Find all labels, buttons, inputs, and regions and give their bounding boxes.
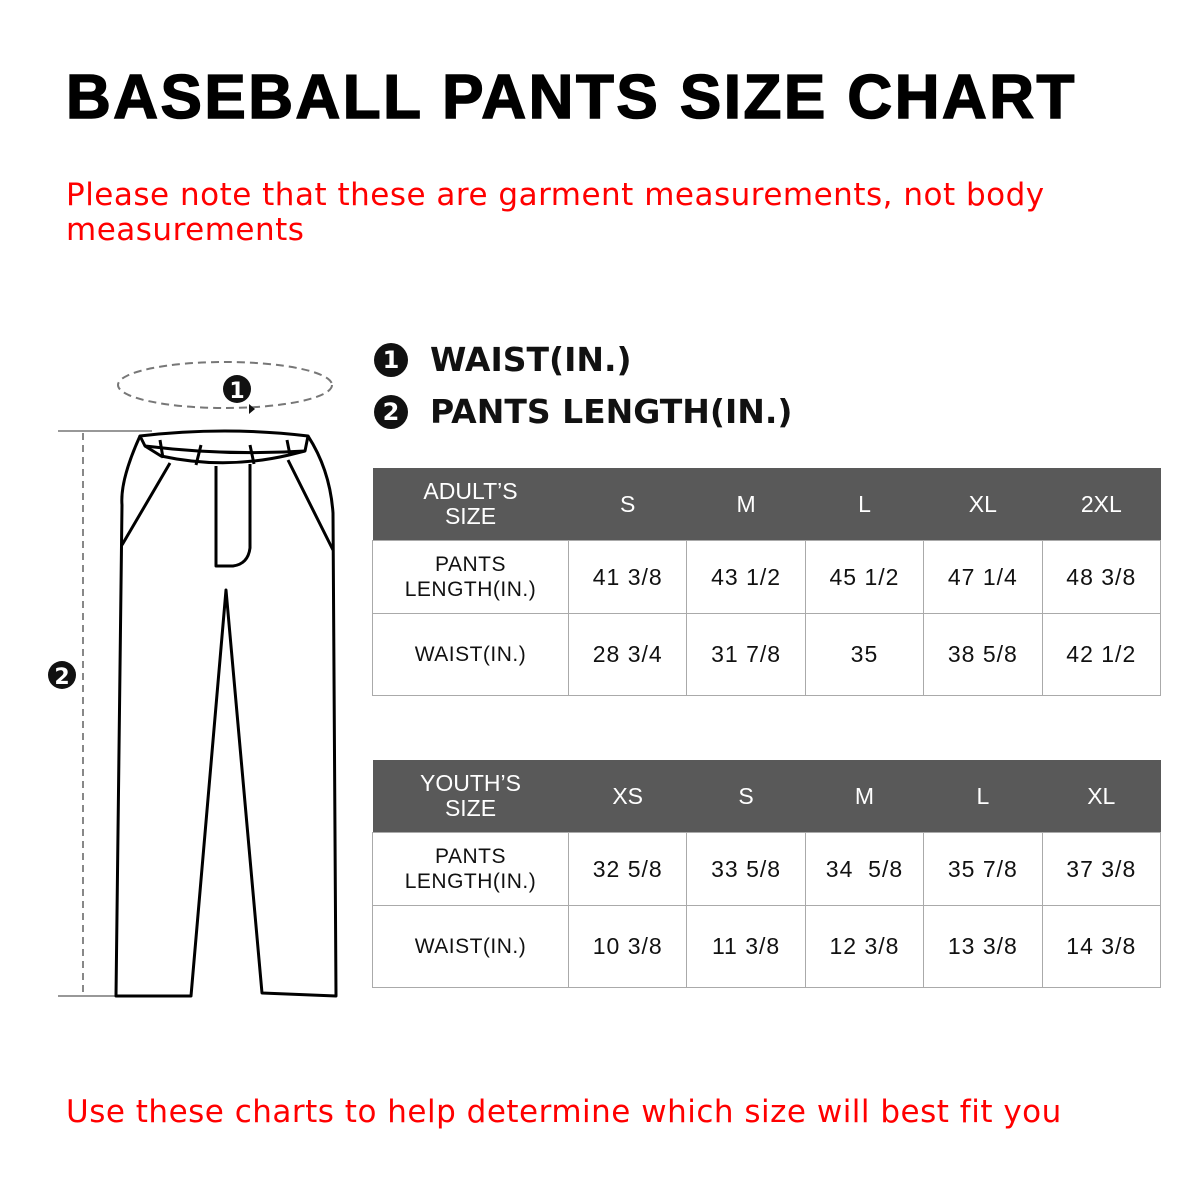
- table-cell: 28 3/4: [567, 613, 688, 696]
- legend-waist: 1 WAIST(IN.): [374, 340, 632, 379]
- table-cell: 35: [804, 613, 925, 696]
- table-row: PANTS LENGTH(IN.) 32 5/8 33 5/8 34 5/8 3…: [372, 832, 1162, 906]
- pants-diagram: 1 2: [48, 361, 338, 998]
- table-cell: 10 3/8: [567, 905, 688, 988]
- header-cell: XL: [1042, 760, 1161, 833]
- table-cell: 47 1/4: [923, 540, 1043, 614]
- length-badge-icon: 2: [374, 394, 408, 429]
- legend-length: 2 PANTS LENGTH(IN.): [374, 392, 793, 431]
- table-cell: 41 3/8: [567, 540, 688, 614]
- table-cell: 35 7/8: [923, 832, 1043, 906]
- table-row: PANTS LENGTH(IN.) 41 3/8 43 1/2 45 1/2 4…: [372, 540, 1162, 614]
- table-cell: 14 3/8: [1041, 905, 1162, 988]
- youth-size-table: YOUTH’S SIZE XS S M L XL PANTS LENGTH(IN…: [372, 760, 1162, 988]
- header-cell: 2XL: [1042, 468, 1161, 541]
- table-cell: 38 5/8: [923, 613, 1043, 696]
- table-header-row: ADULT’S SIZE S M L XL 2XL: [372, 468, 1161, 541]
- garment-note: Please note that these are garment measu…: [66, 177, 1045, 248]
- table-row: WAIST(IN.) 10 3/8 11 3/8 12 3/8 13 3/8 1…: [372, 905, 1162, 988]
- waist-badge-icon: 1: [374, 342, 408, 377]
- row-label: WAIST(IN.): [372, 613, 569, 696]
- header-cell: S: [568, 468, 687, 541]
- table-cell: 11 3/8: [686, 905, 806, 988]
- table-cell: 12 3/8: [804, 905, 925, 988]
- header-cell: YOUTH’S SIZE: [372, 760, 569, 833]
- waist-marker-number: 1: [229, 379, 244, 404]
- row-label: PANTS LENGTH(IN.): [372, 540, 569, 614]
- table-header-row: YOUTH’S SIZE XS S M L XL: [372, 760, 1161, 833]
- row-label: PANTS LENGTH(IN.): [372, 832, 569, 906]
- header-cell: XS: [568, 760, 687, 833]
- legend-length-label: PANTS LENGTH(IN.): [430, 392, 793, 431]
- table-cell: 45 1/2: [804, 540, 925, 614]
- table-cell: 33 5/8: [686, 832, 806, 906]
- waist-marker-badge: [223, 375, 251, 403]
- header-cell: M: [805, 760, 924, 833]
- header-cell: XL: [923, 468, 1043, 541]
- table-cell: 34 5/8: [804, 832, 925, 906]
- table-row: WAIST(IN.) 28 3/4 31 7/8 35 38 5/8 42 1/…: [372, 613, 1162, 696]
- table-cell: 31 7/8: [686, 613, 806, 696]
- fit-advice-footer: Use these charts to help determine which…: [66, 1094, 1062, 1130]
- header-cell: S: [686, 760, 806, 833]
- adult-size-table: ADULT’S SIZE S M L XL 2XL PANTS LENGTH(I…: [372, 468, 1162, 696]
- table-cell: 48 3/8: [1041, 540, 1162, 614]
- length-marker-badge: [48, 661, 76, 689]
- length-marker-number: 2: [54, 665, 69, 690]
- table-cell: 43 1/2: [686, 540, 806, 614]
- legend-waist-label: WAIST(IN.): [430, 340, 632, 379]
- header-cell: M: [686, 468, 806, 541]
- row-label: WAIST(IN.): [372, 905, 569, 988]
- header-cell: L: [805, 468, 924, 541]
- arrow-icon: [249, 404, 255, 414]
- header-cell: L: [923, 760, 1043, 833]
- table-cell: 37 3/8: [1041, 832, 1162, 906]
- table-cell: 13 3/8: [923, 905, 1043, 988]
- header-cell: ADULT’S SIZE: [372, 468, 569, 541]
- pants-outline: [114, 429, 338, 998]
- waist-measure-ellipse: [117, 361, 333, 409]
- table-cell: 42 1/2: [1041, 613, 1162, 696]
- table-cell: 32 5/8: [567, 832, 688, 906]
- page-title: BASEBALL PANTS SIZE CHART: [65, 62, 1077, 133]
